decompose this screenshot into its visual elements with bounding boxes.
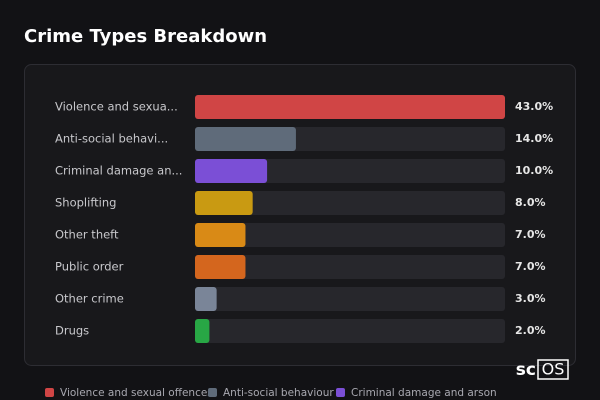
chart-title: Crime Types Breakdown: [24, 26, 267, 47]
bar: [195, 255, 246, 279]
category-label: Drugs: [55, 324, 89, 338]
bar: [195, 319, 210, 343]
bar-track: [195, 159, 505, 183]
value-label: 43.0%: [515, 100, 553, 113]
value-label: 7.0%: [515, 260, 546, 273]
category-label: Public order: [55, 260, 124, 274]
category-label: Shoplifting: [55, 196, 116, 210]
bar-track: [195, 255, 505, 279]
category-label: Other theft: [55, 228, 119, 242]
bar-track: [195, 287, 505, 311]
legend-label: Violence and sexual offences: [60, 387, 213, 399]
logo-box: [537, 359, 569, 380]
bar-track: [195, 223, 505, 247]
category-label: Anti-social behavi...: [55, 132, 168, 146]
legend-swatch: [336, 388, 345, 397]
bar: [195, 127, 296, 151]
bar: [195, 287, 217, 311]
bar: [195, 191, 253, 215]
value-label: 7.0%: [515, 228, 546, 241]
value-label: 3.0%: [515, 292, 546, 305]
category-label: Criminal damage an...: [55, 164, 182, 178]
bar: [195, 223, 246, 247]
bar-track: [195, 191, 505, 215]
value-label: 8.0%: [515, 196, 546, 209]
value-label: 14.0%: [515, 132, 553, 145]
legend-label: Anti-social behaviour: [223, 387, 334, 399]
category-label: Other crime: [55, 292, 124, 306]
bar-track: [195, 319, 505, 343]
value-label: 2.0%: [515, 324, 546, 337]
value-label: 10.0%: [515, 164, 553, 177]
category-label: Violence and sexua...: [55, 100, 178, 114]
legend-swatch: [45, 388, 54, 397]
legend-label: Criminal damage and arson: [351, 387, 497, 399]
legend-swatch: [208, 388, 217, 397]
bar: [195, 95, 505, 119]
bar: [195, 159, 268, 183]
logo-prefix: sc: [516, 360, 536, 380]
logo-box-text: OS: [542, 360, 565, 379]
